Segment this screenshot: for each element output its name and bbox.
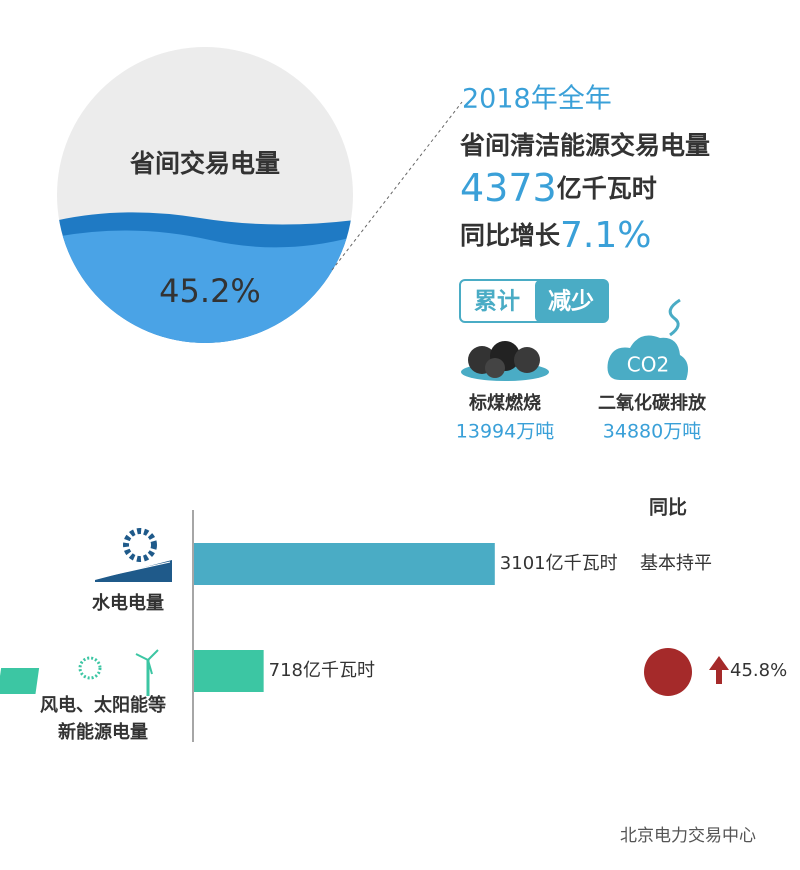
circle-value: 45.2% bbox=[159, 272, 261, 310]
growth-value: 7.1% bbox=[560, 215, 651, 256]
total: 4373亿千瓦时 bbox=[460, 166, 657, 210]
category-label: 水电电量 bbox=[92, 592, 164, 614]
yoy-dot bbox=[644, 648, 692, 696]
subject: 省间清洁能源交易电量 bbox=[459, 131, 710, 160]
total-number: 4373 bbox=[460, 166, 557, 210]
total-unit: 亿千瓦时 bbox=[557, 174, 657, 203]
bar-label: 718亿千瓦时 bbox=[269, 660, 375, 681]
category-label: 新能源电量 bbox=[58, 721, 148, 743]
coal-icon bbox=[461, 341, 549, 381]
item-value: 13994万吨 bbox=[456, 421, 554, 443]
item-value: 34880万吨 bbox=[603, 421, 701, 443]
item-label: 二氧化碳排放 bbox=[598, 392, 707, 414]
circle-label: 省间交易电量 bbox=[129, 149, 280, 178]
item-label: 标煤燃烧 bbox=[468, 392, 541, 414]
yoy-value: 基本持平 bbox=[640, 553, 712, 574]
tag-left: 累计 bbox=[474, 289, 520, 315]
bar bbox=[194, 543, 495, 585]
yoy-header: 同比 bbox=[649, 497, 687, 519]
growth: 同比增长7.1% bbox=[460, 215, 651, 256]
category-label: 风电、太阳能等 bbox=[40, 694, 166, 716]
year: 2018年全年 bbox=[462, 84, 612, 115]
co2-icon bbox=[607, 298, 688, 380]
wind-solar-icon bbox=[0, 649, 159, 696]
hydro-icon bbox=[95, 528, 172, 582]
up-arrow bbox=[709, 656, 729, 684]
watermark: 北京电力交易中心 bbox=[620, 826, 756, 846]
tag-fill bbox=[535, 280, 608, 322]
bar-label: 3101亿千瓦时 bbox=[500, 553, 618, 574]
growth-prefix: 同比增长 bbox=[460, 221, 561, 250]
bar bbox=[194, 650, 264, 692]
tag-right: 减少 bbox=[548, 289, 594, 315]
share-circle bbox=[57, 47, 353, 343]
co2-text: CO2 bbox=[627, 353, 669, 377]
yoy-value: 45.8% bbox=[730, 660, 787, 681]
